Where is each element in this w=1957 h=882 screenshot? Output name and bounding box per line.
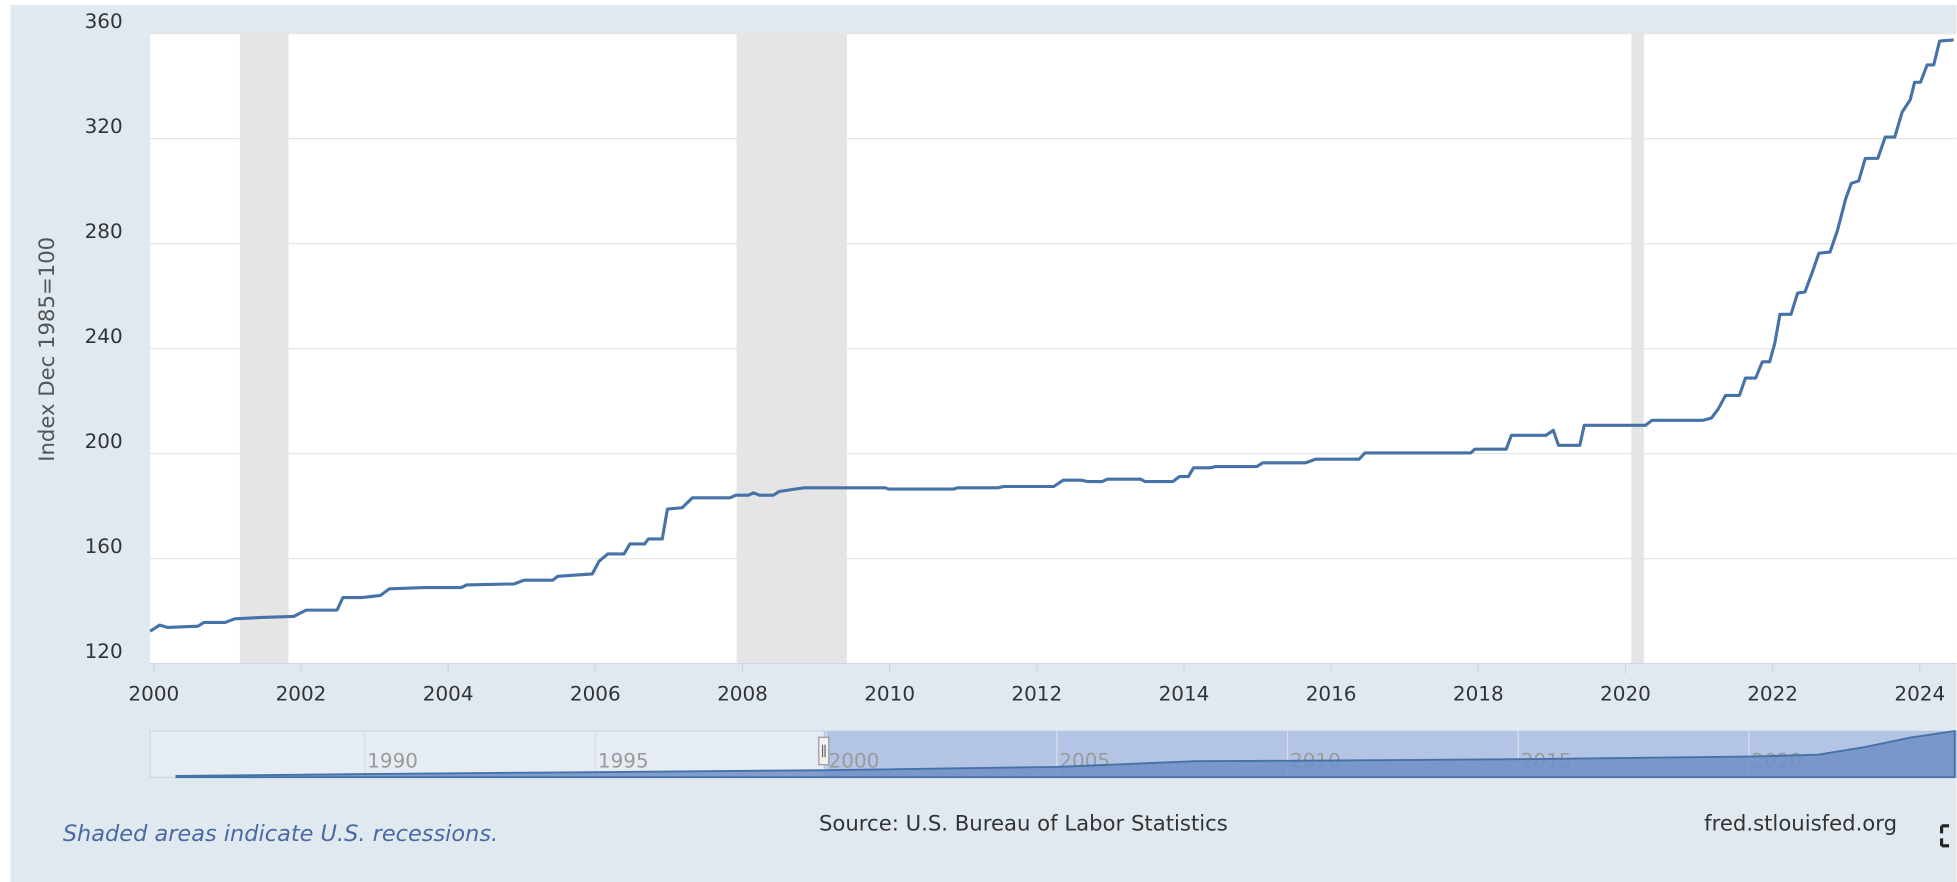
x-tick-label: 2000: [128, 681, 179, 705]
x-tick-label: 2002: [276, 681, 327, 705]
y-axis-label: Index Dec 1985=100: [34, 237, 59, 462]
fullscreen-icon[interactable]: [1940, 824, 1950, 848]
series-line: [149, 38, 1954, 633]
x-tick-label: 2004: [423, 681, 474, 705]
y-tick-label: 120: [85, 639, 123, 663]
x-tick-label: 2020: [1600, 681, 1651, 705]
y-tick-label: 360: [85, 9, 123, 33]
y-tick-label: 240: [85, 324, 123, 348]
x-tick-label: 2010: [864, 681, 915, 705]
x-tick-label: 2006: [570, 681, 621, 705]
navigator-tick-label: 1995: [598, 749, 649, 773]
recession-note: Shaded areas indicate U.S. recessions.: [63, 821, 498, 847]
source: Source: U.S. Bureau of Labor Statistics: [819, 811, 1228, 836]
x-tick-label: 2014: [1159, 681, 1210, 705]
y-tick-label: 320: [85, 114, 123, 138]
x-tick-label: 2024: [1894, 681, 1945, 705]
x-tick-label: 2016: [1306, 681, 1357, 705]
y-tick-label: 280: [85, 219, 123, 243]
navigator-handle: [818, 736, 830, 766]
y-tick-label: 160: [85, 534, 123, 558]
x-tick-label: 2008: [717, 681, 768, 705]
navigator-tick-label: 1990: [367, 749, 418, 773]
x-tick-label: 2012: [1011, 681, 1062, 705]
x-tick-label: 2018: [1453, 681, 1504, 705]
y-tick-label: 200: [85, 429, 123, 453]
navigator-handle-grip: [821, 744, 826, 758]
navigator-area: [175, 729, 1956, 779]
x-tick-label: 2022: [1747, 681, 1798, 705]
credit: fred.stlouisfed.org: [1704, 811, 1897, 836]
plot-layer: 120 160 200 240 280 320 360 2000 2002 2004 2006 200…: [85, 9, 1957, 779]
